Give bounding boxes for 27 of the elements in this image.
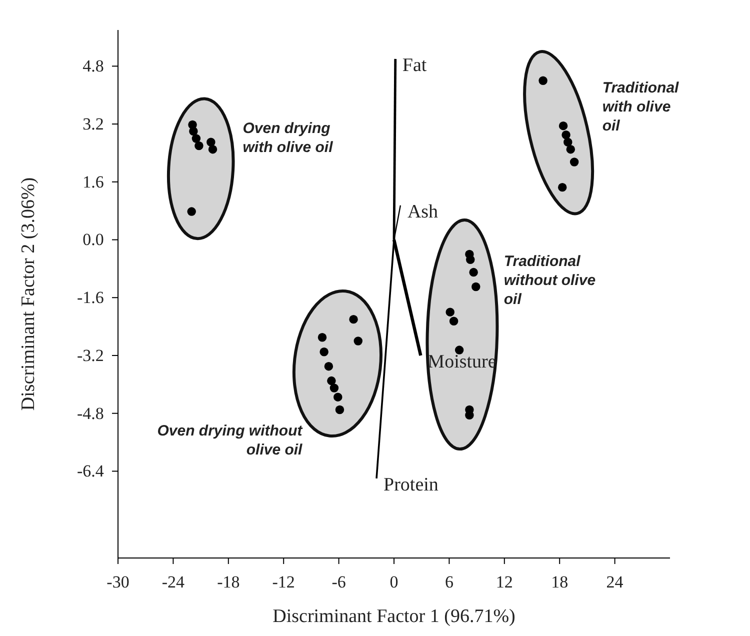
- series-label: Protein: [384, 474, 439, 496]
- y-tick-label: -1.6: [76, 288, 104, 308]
- series-label: Oven drying with olive oil: [242, 120, 334, 156]
- y-tick-label: -3.2: [76, 346, 104, 365]
- series-label: Traditional without olive oil: [504, 253, 596, 308]
- x-tick-label: 24: [606, 572, 624, 592]
- x-tick-label: 0: [390, 572, 398, 592]
- x-tick-label: 6: [444, 572, 454, 592]
- x-tick-label: -30: [106, 572, 130, 592]
- x-tick-label: 18: [551, 572, 568, 592]
- x-axis-title: Discriminant Factor 1 (96.71%): [272, 606, 516, 627]
- x-tick-label: -12: [272, 572, 295, 592]
- x-tick-label: -18: [217, 572, 240, 592]
- y-axis-title: Discriminant Factor 2 (3.06%): [18, 177, 39, 411]
- x-tick-label: -24: [162, 572, 186, 592]
- y-tick-label: 3.2: [82, 114, 104, 134]
- x-tick-label: -6: [332, 572, 346, 592]
- y-tick-label: -4.8: [76, 404, 104, 423]
- series-label: Ash: [407, 201, 439, 222]
- text: Traditional with olive oil: [602, 80, 680, 135]
- x-tick-label: 12: [496, 572, 513, 592]
- series-label: Fat: [402, 54, 428, 76]
- text: Oven drying without olive oil: [157, 422, 304, 459]
- y-tick-label: -6.4: [76, 462, 104, 481]
- y-tick-label: 1.6: [82, 172, 104, 192]
- y-tick-label: 0.0: [82, 230, 104, 250]
- y-tick-label: 4.8: [82, 56, 104, 76]
